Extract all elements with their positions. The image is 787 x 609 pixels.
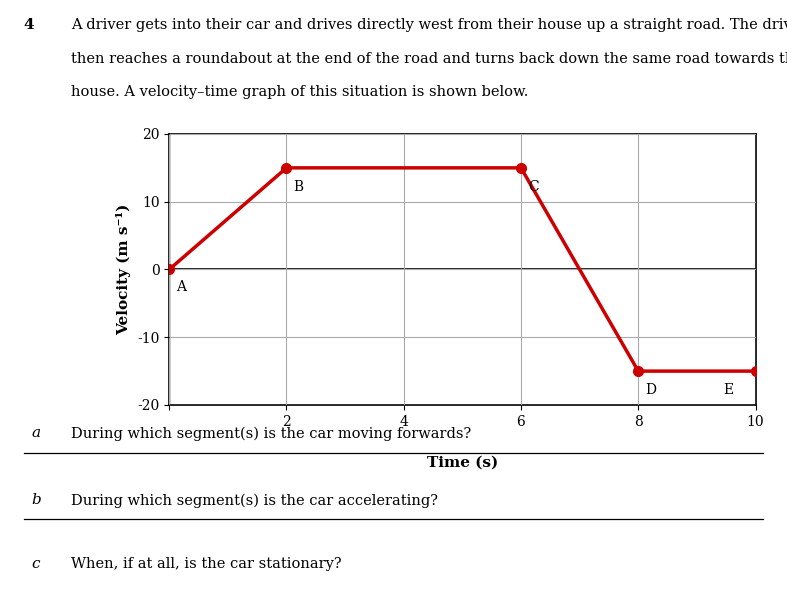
- Text: B: B: [294, 180, 304, 194]
- Text: During which segment(s) is the car moving forwards?: During which segment(s) is the car movin…: [71, 426, 471, 441]
- Text: then reaches a roundabout at the end of the road and turns back down the same ro: then reaches a roundabout at the end of …: [71, 52, 787, 66]
- Text: A: A: [176, 280, 187, 294]
- Text: D: D: [645, 383, 656, 397]
- Text: C: C: [528, 180, 538, 194]
- Text: a: a: [31, 426, 41, 440]
- Text: c: c: [31, 557, 40, 571]
- Text: A driver gets into their car and drives directly west from their house up a stra: A driver gets into their car and drives …: [71, 18, 787, 32]
- Y-axis label: Velocity (m s⁻¹): Velocity (m s⁻¹): [116, 204, 131, 335]
- Text: b: b: [31, 493, 41, 507]
- Text: E: E: [723, 383, 733, 397]
- Text: 4: 4: [24, 18, 35, 32]
- Text: During which segment(s) is the car accelerating?: During which segment(s) is the car accel…: [71, 493, 438, 508]
- Text: house. A velocity–time graph of this situation is shown below.: house. A velocity–time graph of this sit…: [71, 85, 528, 99]
- Text: Time (s): Time (s): [427, 456, 498, 470]
- Text: When, if at all, is the car stationary?: When, if at all, is the car stationary?: [71, 557, 342, 571]
